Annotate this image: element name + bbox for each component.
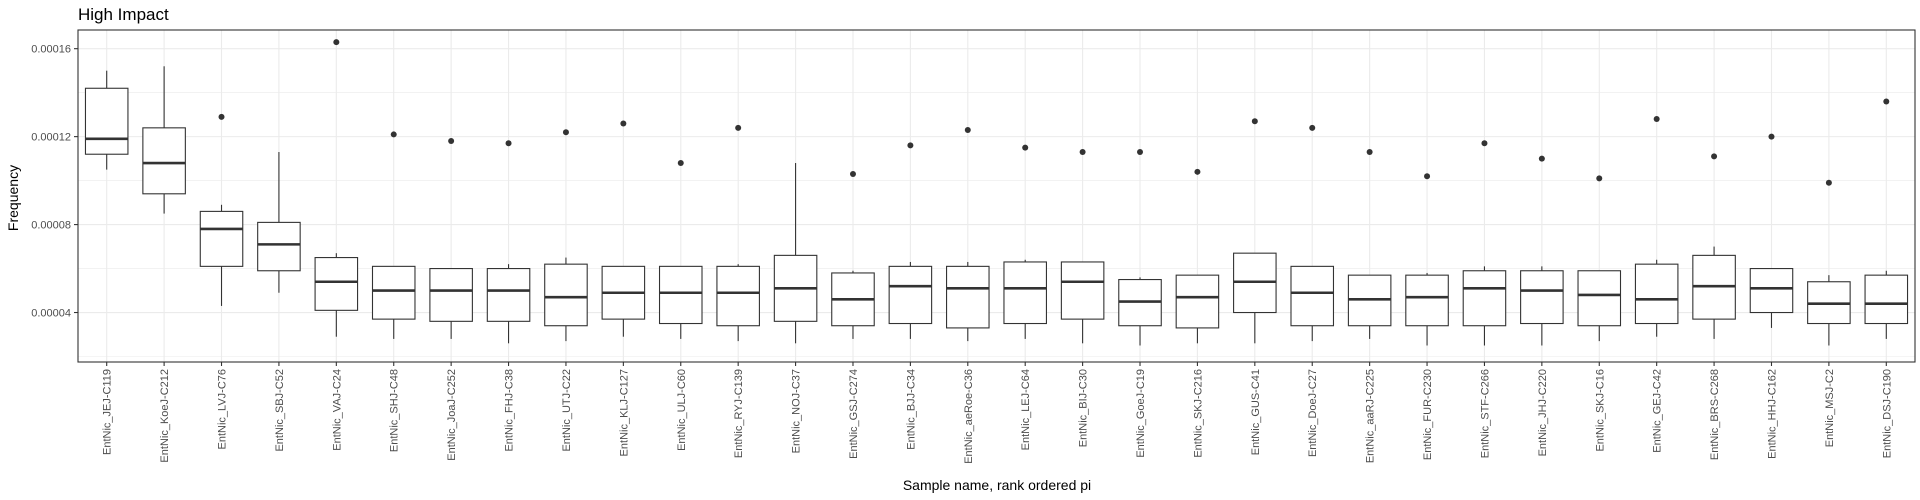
box	[257, 221, 301, 272]
box	[1175, 274, 1220, 329]
x-tick-label: EntNic_DSJ-C190	[1881, 369, 1893, 458]
x-tick-label: EntNic_BJJ-C34	[905, 369, 917, 450]
x-tick-label: EntNic_SBJ-C52	[274, 369, 286, 452]
y-tick-label: 0.00008	[31, 220, 71, 232]
outlier-point	[390, 131, 397, 138]
x-tick-label: EntNic_BRS-C268	[1709, 369, 1721, 460]
box	[142, 127, 186, 195]
x-axis-title: Sample name, rank ordered pi	[903, 477, 1091, 493]
x-tick-label: EntNic_SHJ-C48	[389, 369, 401, 452]
box	[1405, 274, 1449, 327]
box	[1577, 270, 1622, 327]
outlier-point	[1194, 168, 1201, 175]
box	[1749, 268, 1794, 314]
box	[429, 268, 473, 322]
outlier-point	[562, 129, 569, 136]
outlier-point	[1596, 175, 1603, 182]
box	[371, 265, 416, 320]
x-tick-label: EntNic_ULJ-C60	[676, 369, 688, 451]
outlier-point	[333, 39, 340, 46]
outlier-point	[1538, 155, 1545, 162]
x-tick-label: EntNic_JHJ-C220	[1537, 369, 1549, 456]
plot-panel-border	[77, 29, 1916, 363]
x-tick-label: EntNic_SKJ-C216	[1192, 369, 1204, 458]
box	[1864, 274, 1909, 325]
y-tick-label: 0.00004	[31, 308, 71, 320]
box	[1520, 270, 1564, 325]
outlier-point	[849, 171, 856, 178]
x-tick-label: EntNic_DoeJ-C27	[1307, 369, 1319, 457]
outlier-point	[1251, 118, 1258, 125]
box	[544, 263, 588, 327]
x-tick-label: EntNic_FHJ-C38	[504, 369, 516, 452]
outlier-point	[1825, 179, 1832, 186]
box	[1060, 261, 1105, 320]
x-tick-label: EntNic_KLJ-C127	[618, 369, 630, 456]
outlier-point	[964, 127, 971, 134]
outlier-point	[1481, 140, 1488, 147]
outlier-point	[448, 138, 455, 145]
x-tick-label: EntNic_LVJ-C76	[217, 369, 229, 450]
outlier-point	[1022, 144, 1029, 151]
y-tick-label: 0.00012	[31, 132, 71, 144]
box	[716, 265, 760, 327]
x-tick-label: EntNic_STF-C266	[1479, 369, 1491, 458]
x-tick-label: EntNic_SKJ-C16	[1594, 369, 1606, 452]
outlier-point	[1883, 98, 1890, 105]
x-tick-label: EntNic_GUS-C41	[1250, 369, 1262, 455]
outlier-point	[218, 113, 225, 120]
x-tick-label: EntNic_BIJ-C30	[1078, 369, 1090, 447]
x-tick-label: EntNic_LEJ-C64	[1020, 369, 1032, 450]
outlier-point	[620, 120, 627, 127]
x-tick-label: EntNic_UTJ-C22	[561, 369, 573, 452]
x-tick-label: EntNic_KoeJ-C212	[159, 369, 171, 463]
x-tick-label: EntNic_HHJ-C162	[1766, 369, 1778, 459]
outlier-point	[1137, 149, 1144, 156]
box	[1290, 265, 1335, 327]
outlier-point	[1653, 116, 1660, 123]
box	[888, 265, 933, 325]
x-tick-label: EntNic_VAJ-C24	[331, 369, 343, 451]
x-tick-label: EntNic_MSJ-C2	[1824, 369, 1836, 447]
box	[1634, 263, 1679, 325]
outlier-point	[1309, 124, 1316, 131]
x-tick-label: EntNic_JoaJ-C252	[446, 369, 458, 461]
y-axis-title: Frequency	[5, 165, 21, 231]
chart-title: High Impact	[78, 5, 169, 24]
x-tick-label: EntNic_FUR-C230	[1422, 369, 1434, 460]
outlier-point	[735, 124, 742, 131]
outlier-point	[1711, 153, 1718, 160]
box	[314, 257, 359, 311]
outlier-point	[1424, 173, 1431, 180]
x-tick-label: EntNic_JEJ-C119	[102, 369, 114, 455]
box	[199, 210, 244, 267]
x-tick-label: EntNic_aeRoe-C36	[963, 369, 975, 464]
box	[658, 265, 703, 325]
box	[946, 265, 990, 329]
box	[1462, 270, 1507, 327]
outlier-point	[907, 142, 914, 149]
outlier-point	[1079, 149, 1086, 156]
outlier-point	[505, 140, 512, 147]
x-tick-label: EntNic_GEJ-C42	[1652, 369, 1664, 453]
outlier-point	[677, 160, 684, 167]
x-tick-label: EntNic_aaRJ-C225	[1365, 369, 1377, 463]
box	[486, 268, 531, 322]
y-tick-label: 0.00016	[31, 44, 71, 56]
x-tick-label: EntNic_GSJ-C274	[848, 369, 860, 459]
box	[1003, 261, 1047, 325]
plot-area: 0.00004 0.00008 0.00012 0.00016 EntNic_JEJ-C…	[31, 29, 1916, 464]
x-tick-label: EntNic_RYJ-C139	[733, 369, 745, 458]
outlier-point	[1768, 133, 1775, 140]
x-tick-label: EntNic_NOJ-C37	[791, 369, 803, 453]
outlier-point	[1366, 149, 1373, 156]
x-tick-label: EntNic_GoeJ-C19	[1135, 369, 1147, 458]
box	[84, 87, 129, 155]
